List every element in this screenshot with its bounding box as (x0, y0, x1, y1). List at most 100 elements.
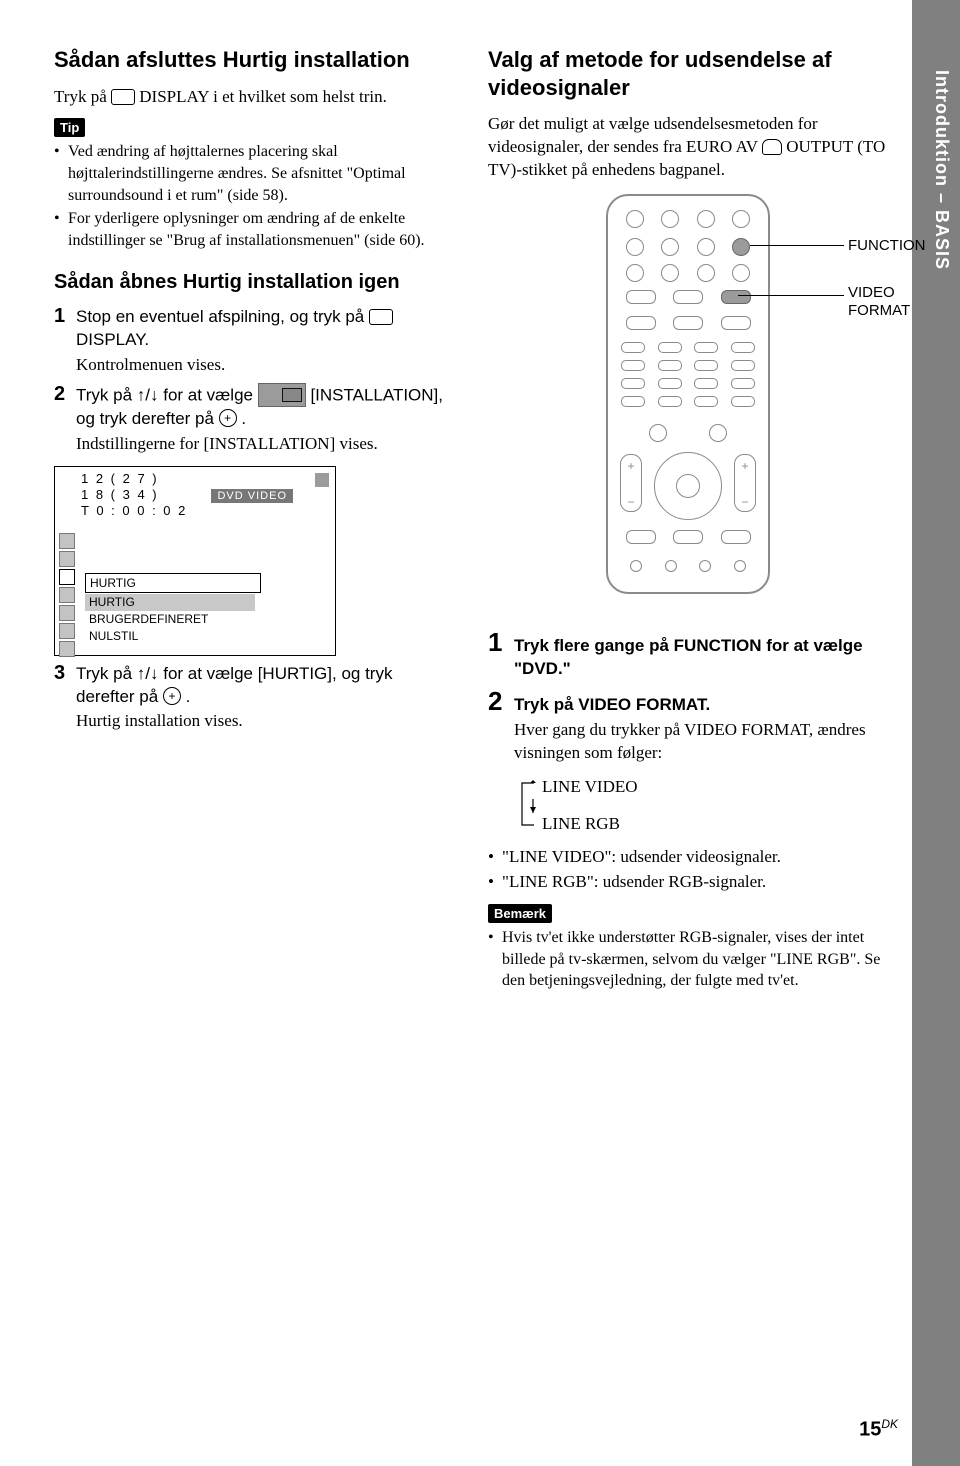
left-column: Sådan afsluttes Hurtig installation Tryk… (54, 46, 454, 1002)
step-sub: Hurtig installation vises. (76, 710, 454, 733)
osd-line: 1 8 ( 3 4 ) (81, 487, 187, 503)
remote-button (734, 560, 746, 572)
step-sub: Kontrolmenuen vises. (76, 354, 454, 377)
flow-item: LINE RGB (518, 812, 758, 836)
remote-button (721, 316, 751, 330)
remote-button (661, 238, 679, 256)
remote-body (606, 194, 770, 594)
bullet-item: "LINE VIDEO": udsender videosignaler. (502, 846, 888, 869)
page-number: 15DK (859, 1417, 898, 1442)
left-heading-1: Sådan afsluttes Hurtig installation (54, 46, 454, 74)
remote-dpad-enter (676, 474, 700, 498)
flow-item: LINE VIDEO (518, 775, 758, 799)
remote-row (608, 530, 768, 544)
right-intro: Gør det muligt at vælge udsendelsesmetod… (488, 113, 888, 182)
video-format-flow: LINE VIDEO LINE RGB (518, 775, 758, 837)
remote-button (699, 560, 711, 572)
note-badge: Bemærk (488, 904, 552, 923)
page-number-value: 15 (859, 1419, 881, 1441)
remote-button (649, 424, 667, 442)
text: Stop en eventuel afspilning, og tryk på (76, 307, 369, 326)
note-list: Hvis tv'et ikke understøtter RGB-signale… (488, 927, 888, 992)
remote-button (721, 530, 751, 544)
callout-function: FUNCTION (848, 237, 926, 255)
remote-row (608, 316, 768, 330)
step-3: 3 Tryk på ↑/↓ for at vælge [HURTIG], og … (54, 662, 454, 734)
remote-button (621, 342, 645, 353)
step-number: 1 (54, 305, 76, 327)
text: . (237, 409, 246, 428)
right-column: Valg af metode for udsendelse af videosi… (488, 46, 888, 1002)
step-1: 1 Stop en eventuel afspilning, og tryk p… (54, 305, 454, 377)
callout-video-format: VIDEO FORMAT (848, 284, 910, 320)
remote-button (621, 396, 645, 407)
page-number-suffix: DK (881, 1417, 898, 1431)
left-steps-a: 1 Stop en eventuel afspilning, og tryk p… (54, 305, 454, 455)
remote-button (626, 210, 644, 228)
remote-button (626, 316, 656, 330)
remote-button (658, 342, 682, 353)
osd-line: T 0 : 0 0 : 0 2 (81, 503, 187, 519)
tip-badge: Tip (54, 118, 85, 137)
remote-row (608, 342, 768, 353)
step-text: Tryk på VIDEO FORMAT. Hver gang du trykk… (514, 694, 888, 765)
step-sub: Hver gang du trykker på VIDEO FORMAT, æn… (514, 719, 888, 765)
tip-item: Ved ændring af højttalernes placering sk… (68, 141, 454, 206)
remote-row (608, 264, 768, 282)
remote-channel-rocker (734, 454, 756, 512)
page: Introduktion – BASIS Sådan afsluttes Hur… (0, 0, 960, 1466)
remote-row (608, 396, 768, 407)
remote-button (626, 530, 656, 544)
scart-icon (762, 139, 782, 155)
remote-button (731, 342, 755, 353)
step-sub: Indstillingerne for [INSTALLATION] vises… (76, 433, 454, 456)
text: DISPLAY. (76, 330, 149, 349)
osd-menu: HURTIG BRUGERDEFINERET NULSTIL (85, 594, 255, 646)
left-intro-line: Tryk på DISPLAY i et hvilket som helst t… (54, 86, 454, 109)
text: Tryk på ↑/↓ for at vælge [HURTIG], og tr… (76, 664, 392, 706)
display-icon (111, 89, 135, 105)
remote-button-function (732, 238, 750, 256)
callout-line (738, 295, 844, 296)
left-heading-2: Sådan åbnes Hurtig installation igen (54, 269, 454, 295)
tip-item: For yderligere oplysninger om ændring af… (68, 208, 454, 251)
remote-button (661, 264, 679, 282)
step-number: 1 (488, 628, 514, 657)
right-steps: 1 Tryk flere gange på FUNCTION for at væ… (488, 628, 888, 765)
step-number: 3 (54, 662, 76, 684)
left-steps-b: 3 Tryk på ↑/↓ for at vælge [HURTIG], og … (54, 662, 454, 734)
remote-button (621, 378, 645, 389)
remote-button (658, 378, 682, 389)
remote-button (731, 378, 755, 389)
note-item: Hvis tv'et ikke understøtter RGB-signale… (502, 927, 888, 992)
remote-row (608, 210, 768, 228)
text: Tryk på (54, 87, 111, 106)
osd-side-icon (59, 623, 75, 639)
text: Tryk på VIDEO FORMAT. (514, 695, 710, 714)
remote-button (694, 342, 718, 353)
remote-button (630, 560, 642, 572)
remote-button (732, 264, 750, 282)
remote-button (732, 210, 750, 228)
remote-row (608, 424, 768, 442)
callout-line (750, 245, 844, 246)
remote-button (658, 396, 682, 407)
step-number: 2 (488, 687, 514, 716)
format-bullets: "LINE VIDEO": udsender videosignaler. "L… (488, 846, 888, 894)
enter-icon: + (219, 409, 237, 427)
osd-side-icon (59, 605, 75, 621)
remote-button (697, 210, 715, 228)
remote-volume-rocker (620, 454, 642, 512)
remote-figure: FUNCTION VIDEO FORMAT (588, 194, 788, 594)
remote-button (697, 264, 715, 282)
text: DISPLAY i et hvilket som helst trin. (135, 87, 387, 106)
remote-button (709, 424, 727, 442)
step-text: Stop en eventuel afspilning, og tryk på … (76, 306, 454, 377)
remote-button (665, 560, 677, 572)
remote-row (608, 378, 768, 389)
installation-icon (258, 383, 306, 407)
tip-list: Ved ændring af højttalernes placering sk… (54, 141, 454, 251)
osd-line: 1 2 ( 2 7 ) (81, 471, 187, 487)
osd-side-icon (59, 551, 75, 567)
step-text: Tryk på ↑/↓ for at vælge [HURTIG], og tr… (76, 663, 454, 734)
